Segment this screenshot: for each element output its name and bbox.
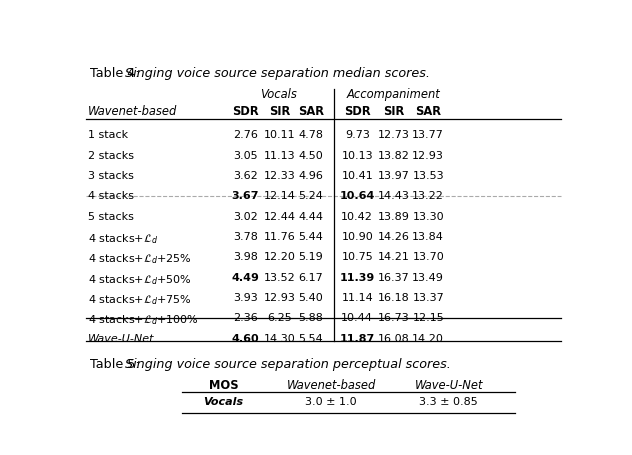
Text: 13.89: 13.89 xyxy=(378,211,410,221)
Text: 1 stack: 1 stack xyxy=(88,130,128,140)
Text: 4.60: 4.60 xyxy=(232,333,259,343)
Text: 12.93: 12.93 xyxy=(264,293,296,303)
Text: 10.64: 10.64 xyxy=(339,191,375,201)
Text: 13.70: 13.70 xyxy=(412,252,444,262)
Text: Wavenet-based: Wavenet-based xyxy=(287,378,376,391)
Text: 11.39: 11.39 xyxy=(339,272,375,282)
Text: 5.40: 5.40 xyxy=(298,293,323,303)
Text: 14.26: 14.26 xyxy=(378,232,410,242)
Text: 13.82: 13.82 xyxy=(378,150,410,160)
Text: 5.44: 5.44 xyxy=(298,232,323,242)
Text: 2.76: 2.76 xyxy=(233,130,258,140)
Text: Wave-U-Net: Wave-U-Net xyxy=(88,333,154,343)
Text: 4.44: 4.44 xyxy=(298,211,323,221)
Text: 4 stacks: 4 stacks xyxy=(88,191,134,201)
Text: 11.76: 11.76 xyxy=(264,232,296,242)
Text: Table 5:: Table 5: xyxy=(90,358,144,371)
Text: 13.52: 13.52 xyxy=(264,272,296,282)
Text: 13.22: 13.22 xyxy=(412,191,444,201)
Text: Vocals: Vocals xyxy=(204,396,243,406)
Text: 4.78: 4.78 xyxy=(298,130,323,140)
Text: 5.54: 5.54 xyxy=(298,333,323,343)
Text: 13.30: 13.30 xyxy=(413,211,444,221)
Text: 5.24: 5.24 xyxy=(298,191,323,201)
Text: 13.84: 13.84 xyxy=(412,232,444,242)
Text: 6.25: 6.25 xyxy=(267,313,292,323)
Text: 10.75: 10.75 xyxy=(341,252,373,262)
Text: 3.98: 3.98 xyxy=(233,252,258,262)
Text: 2.36: 2.36 xyxy=(233,313,258,323)
Text: 12.33: 12.33 xyxy=(264,171,296,181)
Text: Wavenet-based: Wavenet-based xyxy=(88,104,177,117)
Text: 4.96: 4.96 xyxy=(298,171,323,181)
Text: 11.14: 11.14 xyxy=(341,293,373,303)
Text: SAR: SAR xyxy=(415,104,441,117)
Text: 16.08: 16.08 xyxy=(378,333,410,343)
Text: 6.17: 6.17 xyxy=(298,272,323,282)
Text: 4.50: 4.50 xyxy=(298,150,323,160)
Text: 14.21: 14.21 xyxy=(378,252,410,262)
Text: 3 stacks: 3 stacks xyxy=(88,171,134,181)
Text: 16.73: 16.73 xyxy=(378,313,410,323)
Text: 16.37: 16.37 xyxy=(378,272,410,282)
Text: 12.20: 12.20 xyxy=(264,252,296,262)
Text: 3.62: 3.62 xyxy=(233,171,258,181)
Text: Wave-U-Net: Wave-U-Net xyxy=(415,378,483,391)
Text: SDR: SDR xyxy=(344,104,370,117)
Text: 9.73: 9.73 xyxy=(345,130,370,140)
Text: 12.14: 12.14 xyxy=(264,191,296,201)
Text: SDR: SDR xyxy=(232,104,259,117)
Text: 10.42: 10.42 xyxy=(341,211,373,221)
Text: 14.30: 14.30 xyxy=(264,333,296,343)
Text: Singing voice source separation median scores.: Singing voice source separation median s… xyxy=(125,67,429,80)
Text: 16.18: 16.18 xyxy=(378,293,410,303)
Text: 3.0 ± 1.0: 3.0 ± 1.0 xyxy=(305,396,357,406)
Text: 14.43: 14.43 xyxy=(378,191,410,201)
Text: SIR: SIR xyxy=(269,104,291,117)
Text: 4 stacks+$\mathcal{L}_d$+50%: 4 stacks+$\mathcal{L}_d$+50% xyxy=(88,272,191,286)
Text: 10.13: 10.13 xyxy=(341,150,373,160)
Text: 5.88: 5.88 xyxy=(298,313,323,323)
Text: 13.37: 13.37 xyxy=(412,293,444,303)
Text: SAR: SAR xyxy=(298,104,324,117)
Text: 3.3 ± 0.85: 3.3 ± 0.85 xyxy=(420,396,478,406)
Text: 10.41: 10.41 xyxy=(341,171,373,181)
Text: SIR: SIR xyxy=(384,104,404,117)
Text: 13.53: 13.53 xyxy=(413,171,444,181)
Text: 10.44: 10.44 xyxy=(341,313,373,323)
Text: 3.93: 3.93 xyxy=(233,293,258,303)
Text: 3.67: 3.67 xyxy=(232,191,259,201)
Text: MOS: MOS xyxy=(209,378,238,391)
Text: 12.93: 12.93 xyxy=(412,150,444,160)
Text: Accompaniment: Accompaniment xyxy=(346,88,440,101)
Text: 4.49: 4.49 xyxy=(231,272,260,282)
Text: 11.87: 11.87 xyxy=(339,333,375,343)
Text: 5 stacks: 5 stacks xyxy=(88,211,134,221)
Text: 3.02: 3.02 xyxy=(233,211,258,221)
Text: 12.15: 12.15 xyxy=(412,313,444,323)
Text: 2 stacks: 2 stacks xyxy=(88,150,134,160)
Text: Vocals: Vocals xyxy=(260,88,297,101)
Text: 10.90: 10.90 xyxy=(341,232,373,242)
Text: 4 stacks+$\mathcal{L}_d$: 4 stacks+$\mathcal{L}_d$ xyxy=(88,232,158,245)
Text: 3.05: 3.05 xyxy=(233,150,258,160)
Text: 10.11: 10.11 xyxy=(264,130,296,140)
Text: 5.19: 5.19 xyxy=(298,252,323,262)
Text: 11.13: 11.13 xyxy=(264,150,296,160)
Text: 12.73: 12.73 xyxy=(378,130,410,140)
Text: 14.20: 14.20 xyxy=(412,333,444,343)
Text: 13.49: 13.49 xyxy=(412,272,444,282)
Text: Table 4:: Table 4: xyxy=(90,67,144,80)
Text: 13.97: 13.97 xyxy=(378,171,410,181)
Text: 13.77: 13.77 xyxy=(412,130,444,140)
Text: 12.44: 12.44 xyxy=(264,211,296,221)
Text: 3.78: 3.78 xyxy=(233,232,258,242)
Text: 4 stacks+$\mathcal{L}_d$+25%: 4 stacks+$\mathcal{L}_d$+25% xyxy=(88,252,191,266)
Text: Singing voice source separation perceptual scores.: Singing voice source separation perceptu… xyxy=(125,358,451,371)
Text: 4 stacks+$\mathcal{L}_d$+75%: 4 stacks+$\mathcal{L}_d$+75% xyxy=(88,293,191,306)
Text: 4 stacks+$\mathcal{L}_d$+100%: 4 stacks+$\mathcal{L}_d$+100% xyxy=(88,313,198,327)
